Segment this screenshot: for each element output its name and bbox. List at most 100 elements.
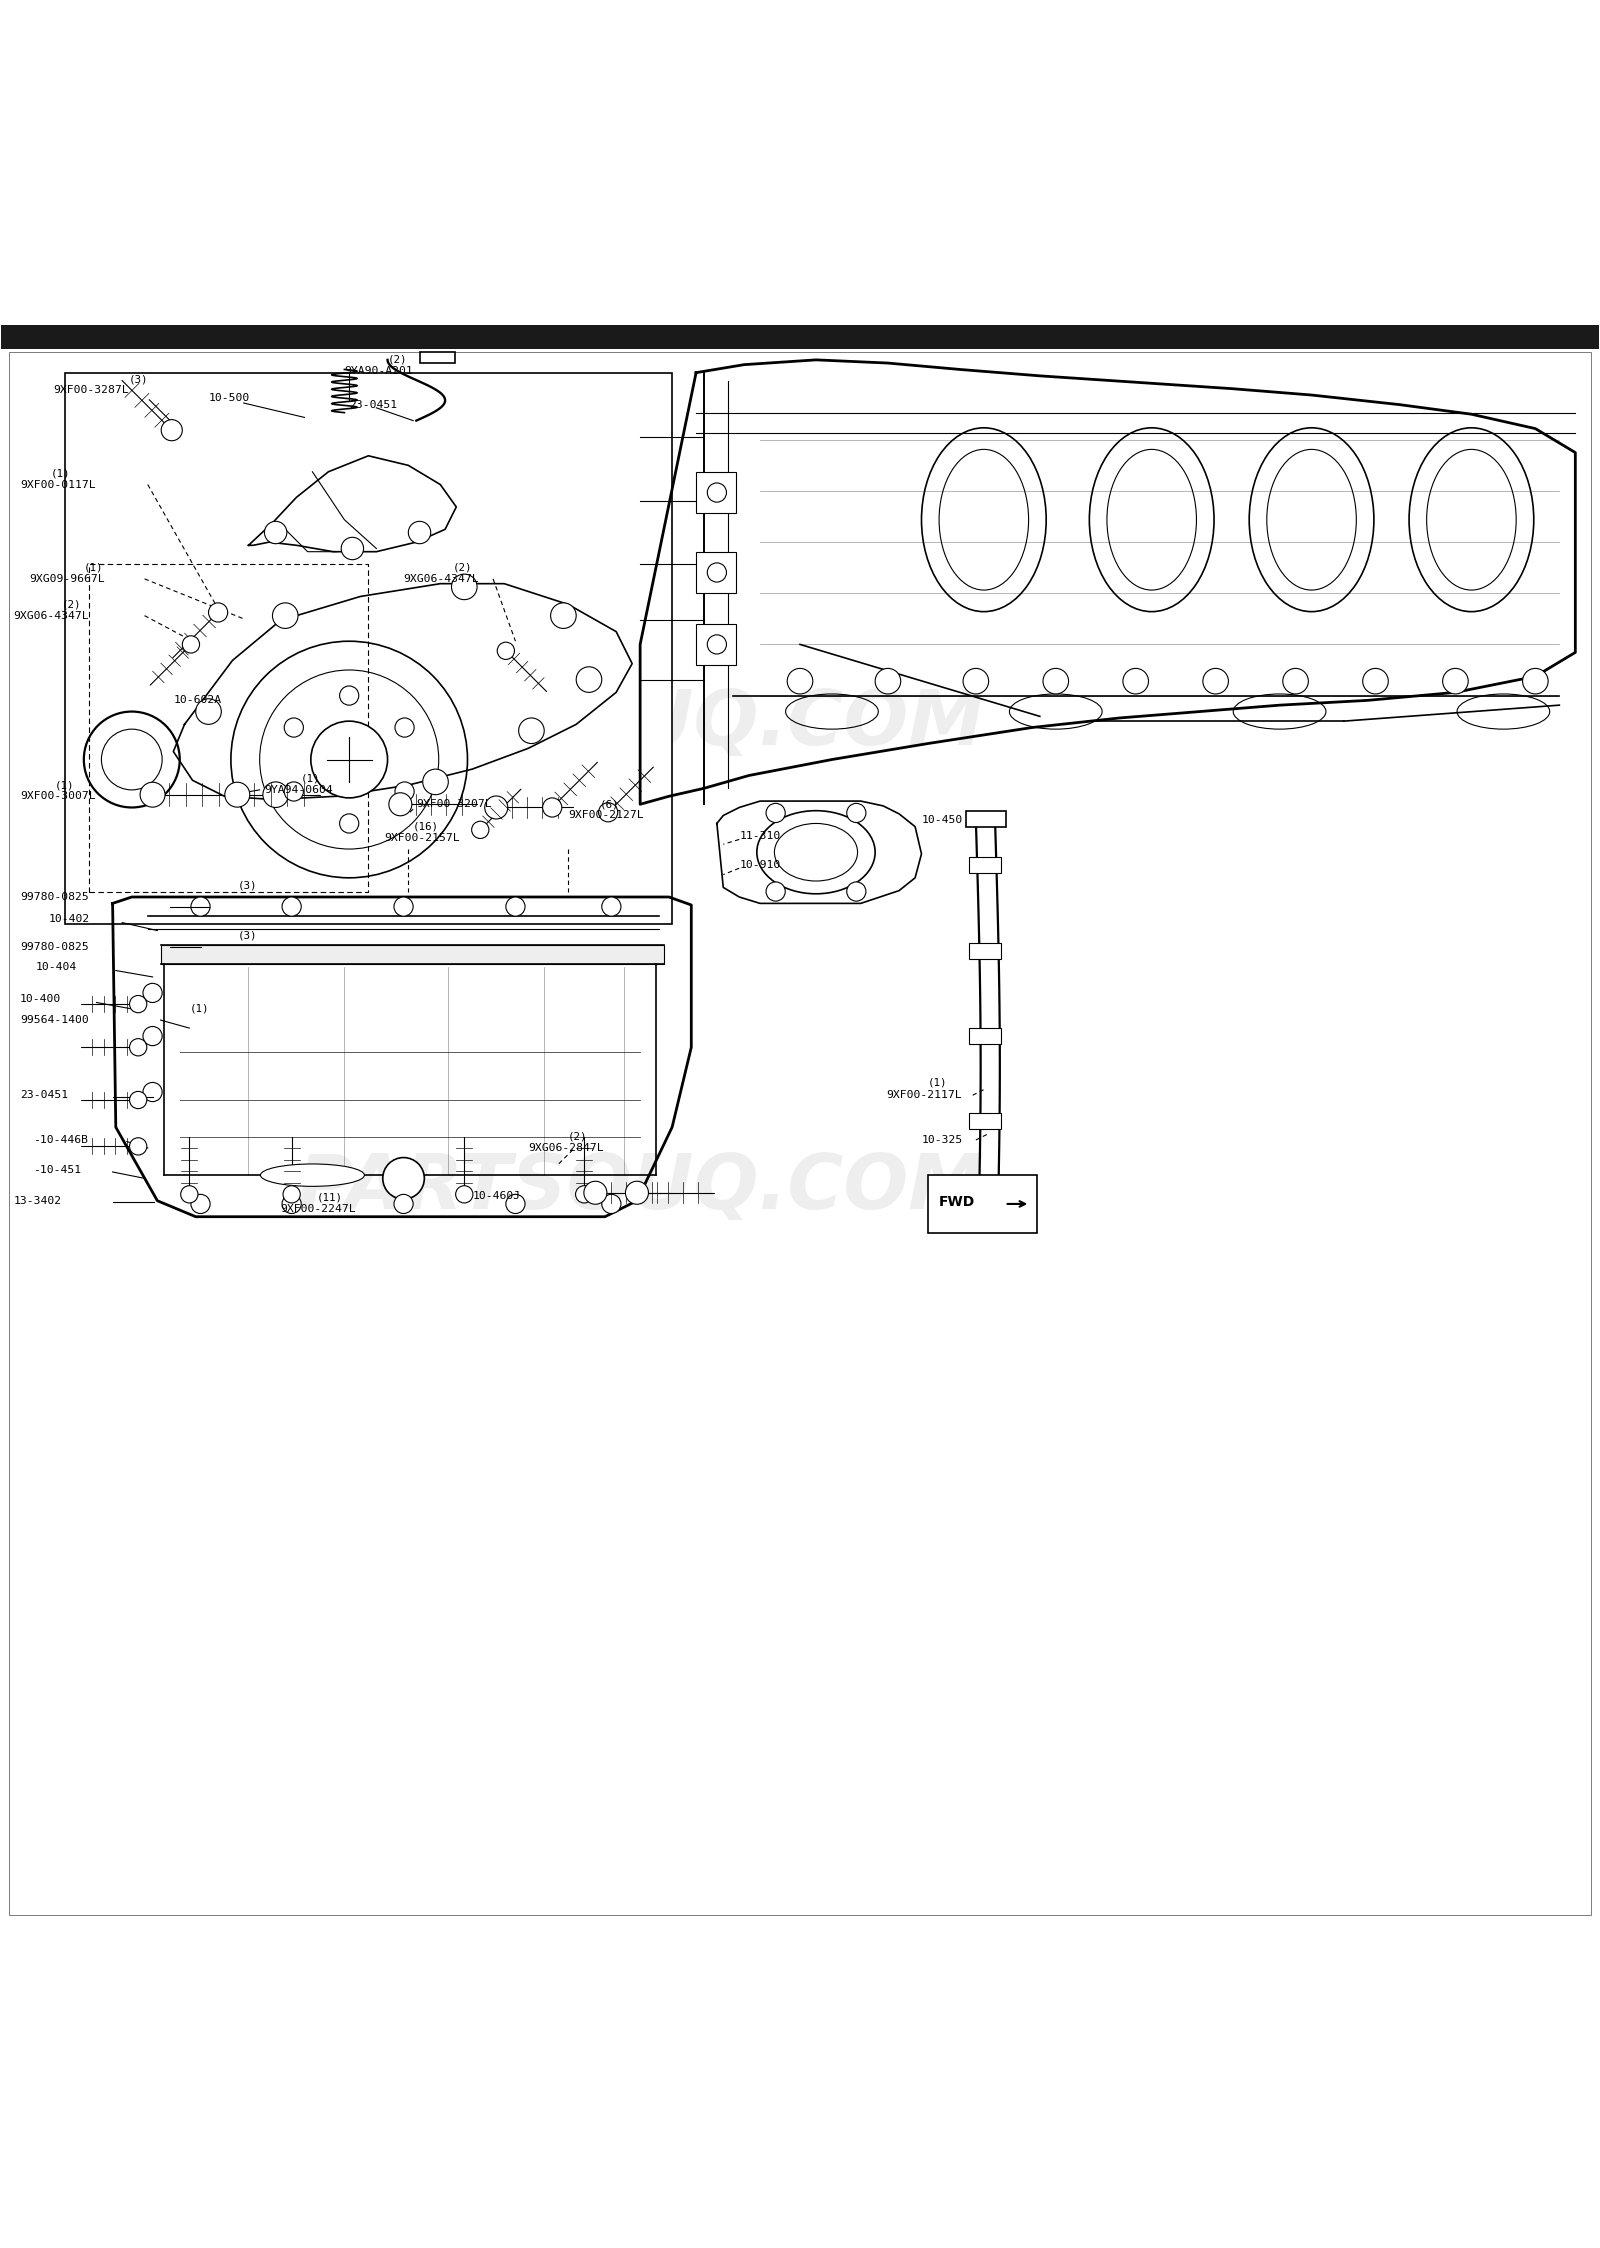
Circle shape	[846, 881, 866, 901]
Circle shape	[602, 1194, 621, 1214]
Bar	[970, 1113, 1002, 1128]
Circle shape	[195, 699, 221, 724]
Text: (2): (2)	[387, 355, 406, 364]
Text: PARTSOUQ.COM: PARTSOUQ.COM	[296, 1151, 984, 1225]
Text: (16): (16)	[413, 823, 438, 832]
Circle shape	[1283, 668, 1309, 695]
Circle shape	[456, 1185, 474, 1203]
Circle shape	[707, 562, 726, 582]
Text: 9XF00-3287L: 9XF00-3287L	[53, 384, 130, 396]
Text: 10-325: 10-325	[922, 1135, 963, 1144]
Circle shape	[584, 1180, 606, 1205]
Bar	[928, 1176, 1037, 1232]
Circle shape	[1203, 668, 1229, 695]
Text: (6): (6)	[600, 800, 619, 809]
Text: 9XF00-0117L: 9XF00-0117L	[19, 479, 96, 490]
Circle shape	[576, 668, 602, 692]
Bar	[160, 944, 664, 964]
Circle shape	[395, 717, 414, 737]
Circle shape	[130, 1090, 147, 1108]
Bar	[696, 551, 736, 593]
Text: 9YA90-A201: 9YA90-A201	[344, 366, 413, 375]
Circle shape	[142, 1027, 162, 1045]
Circle shape	[1443, 668, 1469, 695]
Circle shape	[965, 1189, 1006, 1232]
Circle shape	[395, 782, 414, 800]
Circle shape	[264, 522, 286, 544]
Circle shape	[282, 1194, 301, 1214]
Circle shape	[576, 1185, 594, 1203]
Text: 9YA94-0604: 9YA94-0604	[264, 785, 333, 796]
Circle shape	[472, 821, 490, 839]
Text: (1): (1)	[54, 780, 75, 789]
Bar	[970, 1027, 1002, 1043]
Circle shape	[598, 803, 618, 823]
Ellipse shape	[261, 1164, 365, 1187]
Circle shape	[542, 798, 562, 816]
Text: 9XG06-4347L: 9XG06-4347L	[403, 573, 478, 584]
Text: 11-310: 11-310	[739, 832, 781, 841]
Text: (1): (1)	[189, 1005, 210, 1014]
Text: (11): (11)	[317, 1191, 344, 1203]
Text: -10-451: -10-451	[32, 1164, 80, 1176]
Circle shape	[766, 881, 786, 901]
Circle shape	[766, 803, 786, 823]
Circle shape	[130, 996, 147, 1014]
Text: 9XF00-2127L: 9XF00-2127L	[568, 812, 643, 821]
Text: 10-404: 10-404	[35, 962, 77, 973]
Circle shape	[498, 643, 515, 659]
Circle shape	[382, 1158, 424, 1198]
Circle shape	[389, 794, 411, 816]
Text: 10-460J: 10-460J	[472, 1191, 520, 1200]
Circle shape	[626, 1180, 648, 1205]
Text: 99780-0825: 99780-0825	[19, 942, 88, 951]
Text: -10-446B: -10-446B	[32, 1135, 88, 1144]
Text: 10-450: 10-450	[922, 816, 963, 825]
Circle shape	[182, 636, 200, 654]
Circle shape	[190, 897, 210, 917]
Circle shape	[963, 668, 989, 695]
Circle shape	[602, 897, 621, 917]
Circle shape	[262, 782, 288, 807]
Circle shape	[310, 722, 387, 798]
Circle shape	[130, 1039, 147, 1057]
Circle shape	[142, 1084, 162, 1102]
Circle shape	[485, 796, 507, 818]
Text: 10-602A: 10-602A	[173, 695, 221, 706]
Circle shape	[339, 814, 358, 834]
Text: 9XF00-3007L: 9XF00-3007L	[19, 791, 96, 800]
Circle shape	[394, 1194, 413, 1214]
Circle shape	[162, 420, 182, 441]
Bar	[966, 812, 1006, 827]
Circle shape	[394, 897, 413, 917]
Circle shape	[1523, 668, 1549, 695]
Text: 99564-1400: 99564-1400	[19, 1016, 88, 1025]
Circle shape	[550, 602, 576, 629]
Text: (2): (2)	[61, 600, 82, 609]
Circle shape	[285, 782, 304, 800]
Bar	[0, 324, 1600, 348]
Bar	[970, 944, 1002, 960]
Text: 9XF00-2117L: 9XF00-2117L	[886, 1090, 962, 1099]
Text: (1): (1)	[83, 562, 104, 573]
Text: 99780-0825: 99780-0825	[19, 892, 88, 901]
Circle shape	[226, 782, 250, 807]
Text: (1): (1)	[301, 773, 320, 785]
Circle shape	[875, 668, 901, 695]
Text: 9XG09-9667L: 9XG09-9667L	[29, 573, 106, 584]
Circle shape	[846, 803, 866, 823]
Text: 10-910: 10-910	[739, 861, 781, 870]
Text: (3): (3)	[237, 931, 256, 940]
Text: (1): (1)	[928, 1077, 947, 1088]
Circle shape	[408, 522, 430, 544]
Bar	[64, 373, 672, 924]
Bar	[696, 472, 736, 513]
Text: 10-500: 10-500	[208, 393, 250, 402]
Circle shape	[208, 602, 227, 623]
Text: (2): (2)	[453, 562, 472, 573]
Circle shape	[282, 897, 301, 917]
Bar	[970, 856, 1002, 872]
Circle shape	[1123, 668, 1149, 695]
Circle shape	[283, 1185, 301, 1203]
Circle shape	[707, 483, 726, 501]
